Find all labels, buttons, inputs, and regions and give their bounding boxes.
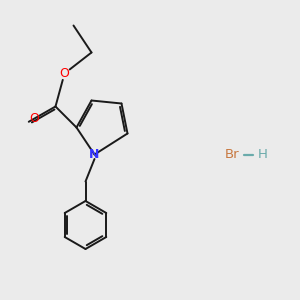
Text: Br: Br — [225, 148, 240, 161]
Text: H: H — [257, 148, 267, 161]
Text: O: O — [30, 112, 39, 125]
Text: O: O — [60, 67, 69, 80]
Text: N: N — [89, 148, 100, 161]
